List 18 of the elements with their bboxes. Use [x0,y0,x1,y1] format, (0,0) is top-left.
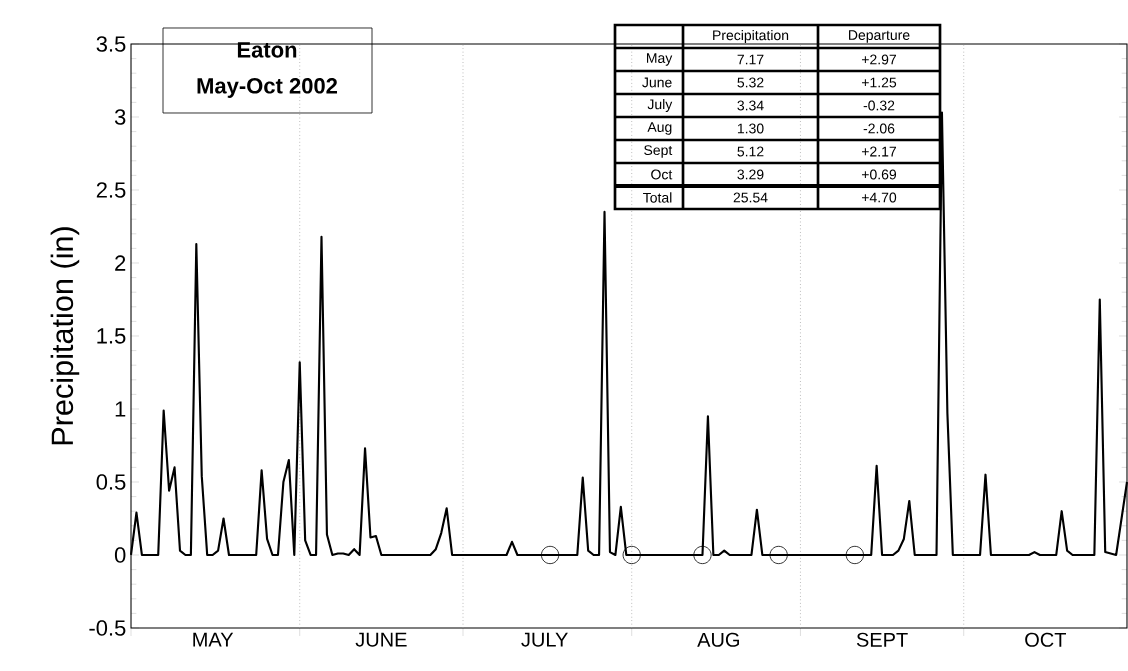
chart-title: Eaton [237,42,297,58]
text: May-Oct 2002 [197,78,338,98]
y-tick-label: -0.5 [89,620,126,636]
x-tick-label: JUNE [355,632,407,647]
y-tick-label: 0 [114,547,126,563]
x-tick-label: JULY [521,632,568,647]
y-tick-label: 2.5 [96,182,126,198]
x-tick-label: MAY [193,632,234,647]
y-tick-label: 1.5 [97,328,126,344]
y-tick-label: 3.5 [96,36,126,52]
y-tick-label: 3 [114,109,126,125]
y-tick-label: 2 [115,255,126,271]
y-tick-label: 0.5 [96,474,126,490]
x-tick-label: SEPT [856,632,908,647]
y-axis-title: Precipitation (in) [50,227,80,445]
x-tick-label: OCT [1025,632,1066,647]
y-tick-label: 1 [115,401,126,417]
x-tick-label: AUG [697,632,739,647]
